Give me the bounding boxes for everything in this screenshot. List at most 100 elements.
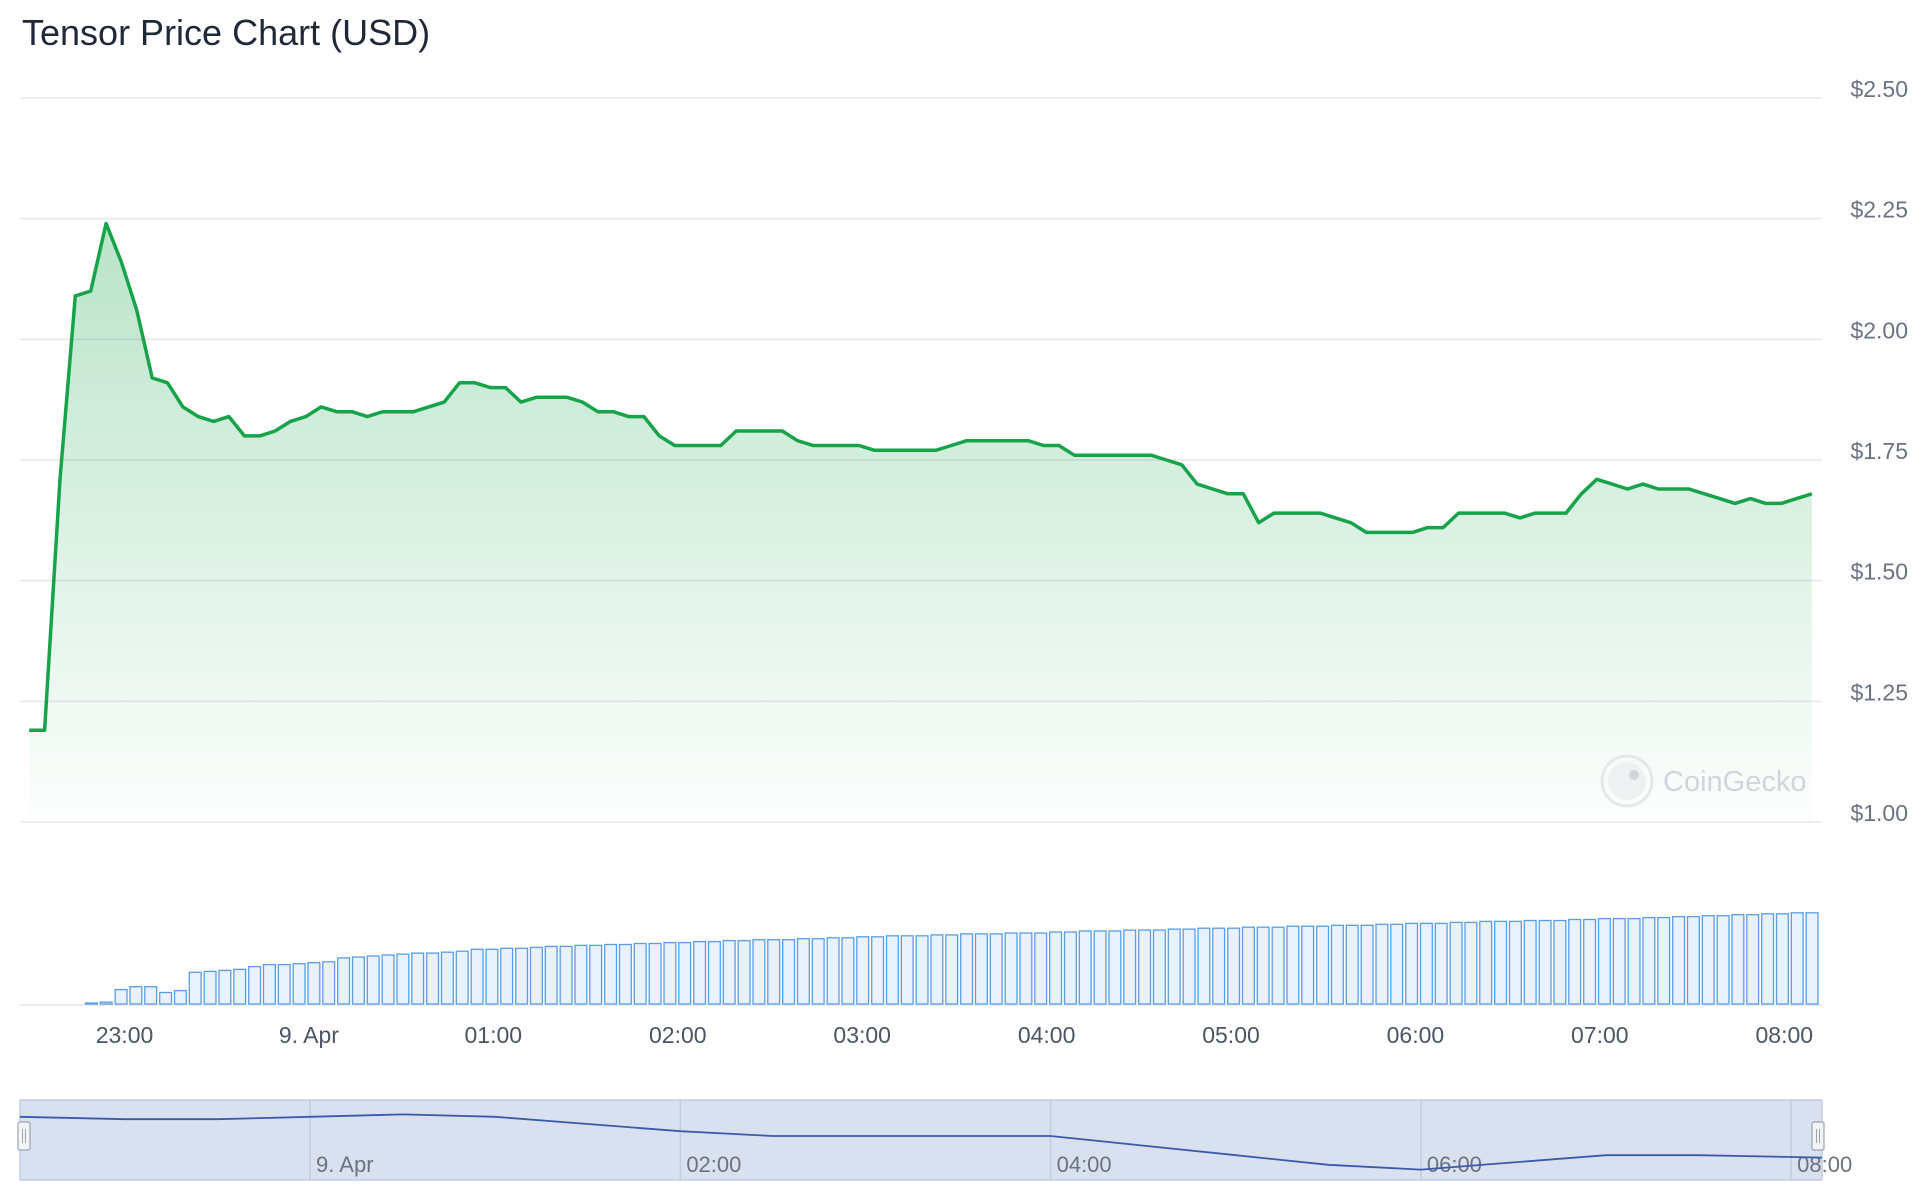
price-point[interactable] [1671, 487, 1675, 491]
price-point[interactable] [196, 414, 200, 418]
price-point[interactable] [488, 385, 492, 389]
price-point[interactable] [1610, 482, 1614, 486]
price-point[interactable] [1011, 439, 1015, 443]
price-point[interactable] [288, 419, 292, 423]
price-point[interactable] [780, 429, 784, 433]
price-point[interactable] [165, 381, 169, 385]
price-point[interactable] [1072, 453, 1076, 457]
price-point[interactable] [411, 410, 415, 414]
price-point[interactable] [135, 308, 139, 312]
price-point[interactable] [1441, 525, 1445, 529]
price-point[interactable] [719, 443, 723, 447]
price-point[interactable] [826, 443, 830, 447]
price-point[interactable] [765, 429, 769, 433]
price-point[interactable] [427, 405, 431, 409]
price-point[interactable] [550, 395, 554, 399]
price-point[interactable] [949, 443, 953, 447]
price-point[interactable] [688, 443, 692, 447]
price-point[interactable] [642, 414, 646, 418]
price-point[interactable] [1379, 530, 1383, 534]
price-point[interactable] [503, 385, 507, 389]
price-point[interactable] [1103, 453, 1107, 457]
price-point[interactable] [1794, 496, 1798, 500]
price-point[interactable] [934, 448, 938, 452]
price-point[interactable] [1518, 516, 1522, 520]
price-point[interactable] [396, 410, 400, 414]
price-point[interactable] [1748, 496, 1752, 500]
price-point[interactable] [58, 477, 62, 481]
price-point[interactable] [995, 439, 999, 443]
price-point[interactable] [1718, 496, 1722, 500]
price-point[interactable] [842, 443, 846, 447]
price-point[interactable] [1057, 443, 1061, 447]
price-point[interactable] [1287, 511, 1291, 515]
price-point[interactable] [1472, 511, 1476, 515]
price-point[interactable] [1041, 443, 1045, 447]
price-point[interactable] [227, 414, 231, 418]
price-point[interactable] [457, 381, 461, 385]
price-point[interactable] [181, 405, 185, 409]
price-point[interactable] [27, 728, 31, 732]
price-point[interactable] [1779, 501, 1783, 505]
price-point[interactable] [104, 221, 108, 225]
price-point[interactable] [534, 395, 538, 399]
price-point[interactable] [89, 289, 93, 293]
price-point[interactable] [1195, 482, 1199, 486]
price-point[interactable] [258, 434, 262, 438]
price-point[interactable] [1164, 458, 1168, 462]
handle-grip[interactable] [1811, 1121, 1825, 1151]
price-line-layer[interactable] [27, 221, 1814, 733]
range-navigator[interactable]: 9. Apr 02:00 04:00 06:00 08:00 [17, 1099, 1852, 1181]
price-point[interactable] [73, 294, 77, 298]
price-point[interactable] [1210, 487, 1214, 491]
price-point[interactable] [611, 410, 615, 414]
price-point[interactable] [1333, 516, 1337, 520]
price-point[interactable] [1272, 511, 1276, 515]
price-point[interactable] [1487, 511, 1491, 515]
price-point[interactable] [1303, 511, 1307, 515]
price-point[interactable] [1579, 492, 1583, 496]
price-point[interactable] [703, 443, 707, 447]
price-point[interactable] [1549, 511, 1553, 515]
handle-grip[interactable] [17, 1121, 31, 1151]
price-point[interactable] [273, 429, 277, 433]
price-point[interactable] [473, 381, 477, 385]
price-point[interactable] [1687, 487, 1691, 491]
price-point[interactable] [1533, 511, 1537, 515]
price-point[interactable] [150, 376, 154, 380]
price-point[interactable] [1456, 511, 1460, 515]
price-point[interactable] [1702, 492, 1706, 496]
price-point[interactable] [334, 410, 338, 414]
price-point[interactable] [1149, 453, 1153, 457]
navigator-right-handle[interactable] [1811, 1121, 1825, 1151]
price-line[interactable] [29, 221, 1813, 733]
price-point[interactable] [1087, 453, 1091, 457]
price-point[interactable] [319, 405, 323, 409]
price-point[interactable] [1564, 511, 1568, 515]
price-point[interactable] [1764, 501, 1768, 505]
price-point[interactable] [1026, 439, 1030, 443]
price-point[interactable] [1318, 511, 1322, 515]
price-point[interactable] [596, 410, 600, 414]
price-point[interactable] [857, 443, 861, 447]
price-point[interactable] [242, 434, 246, 438]
navigator-window[interactable] [19, 1099, 1823, 1181]
price-point[interactable] [1118, 453, 1122, 457]
price-point[interactable] [1134, 453, 1138, 457]
price-point[interactable] [965, 439, 969, 443]
price-point[interactable] [211, 419, 215, 423]
price-point[interactable] [673, 443, 677, 447]
price-point[interactable] [565, 395, 569, 399]
price-point[interactable] [980, 439, 984, 443]
price-point[interactable] [811, 443, 815, 447]
price-point[interactable] [872, 448, 876, 452]
price-point[interactable] [1180, 463, 1184, 467]
price-point[interactable] [119, 260, 123, 264]
price-point[interactable] [442, 400, 446, 404]
price-point[interactable] [381, 410, 385, 414]
price-point[interactable] [365, 414, 369, 418]
price-point[interactable] [1395, 530, 1399, 534]
price-point[interactable] [1625, 487, 1629, 491]
price-point[interactable] [1257, 521, 1261, 525]
